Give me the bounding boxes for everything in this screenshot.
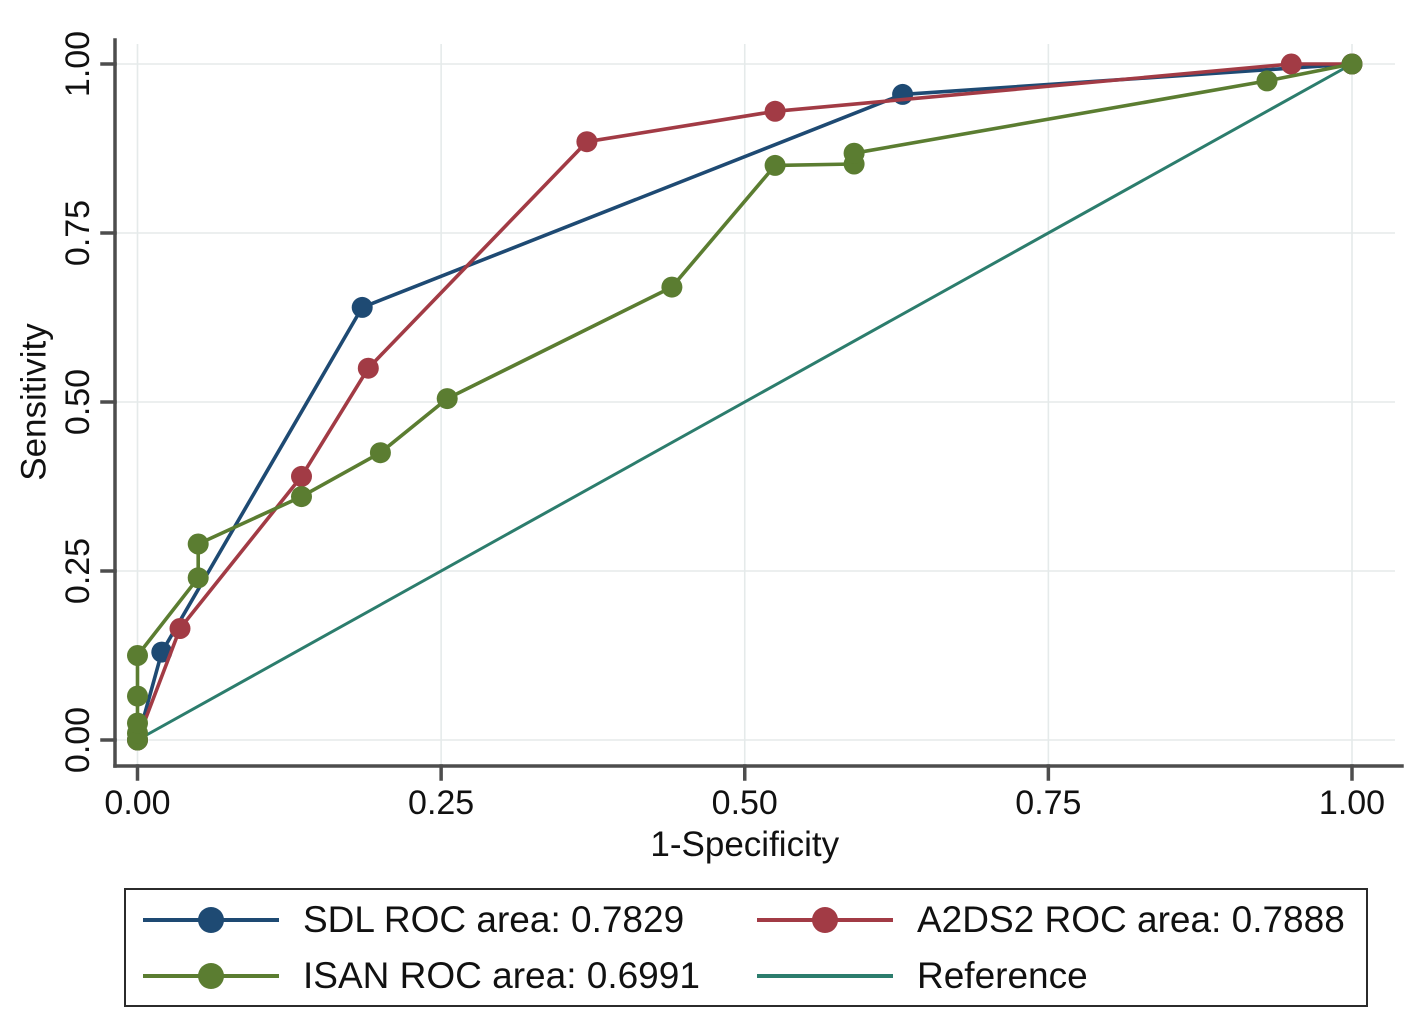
legend-line-sample-a2ds2 — [757, 906, 893, 933]
data-point-a2ds2 — [576, 131, 598, 153]
legend-line-sample-reference — [757, 973, 893, 978]
legend-line-sample-sdl — [143, 906, 279, 933]
y-tick-label: 0.00 — [59, 707, 97, 773]
legend-label-reference: Reference — [917, 955, 1088, 996]
legend-line-sample-isan — [143, 962, 279, 989]
curve-a2ds2 — [135, 62, 1352, 741]
y-tick-label: 1.00 — [59, 31, 97, 97]
data-point-a2ds2 — [291, 465, 312, 487]
data-point-isan — [661, 276, 683, 298]
legend-item-isan: ISAN ROC area: 0.6991 — [143, 953, 757, 999]
data-point-a2ds2 — [764, 100, 786, 122]
legend-item-reference: Reference — [757, 953, 1366, 999]
data-point-isan — [1256, 70, 1278, 92]
x-tick-label: 0.25 — [408, 784, 474, 822]
data-point-a2ds2 — [169, 618, 191, 639]
y-tick-label: 0.50 — [59, 369, 97, 435]
legend-label-sdl: SDL ROC area: 0.7829 — [303, 899, 685, 940]
data-point-isan — [843, 142, 865, 164]
data-point-a2ds2 — [1280, 53, 1302, 75]
data-point-sdl — [151, 641, 173, 663]
tick-labels: 0.00 0.25 0.50 0.75 1.00 0.00 0.25 0.50 0.75 1.00 — [59, 31, 1385, 822]
legend: SDL ROC area: 0.7829 A2DS2 ROC area: 0.7… — [124, 888, 1368, 1007]
legend-label-isan: ISAN ROC area: 0.6991 — [303, 955, 700, 996]
data-point-isan — [764, 154, 786, 176]
roc-plot-area: 0.00 0.25 0.50 0.75 1.00 0.00 0.25 0.50 0.75 1.00… — [15, 31, 1404, 864]
data-point-isan — [1341, 53, 1363, 75]
y-tick-label: 0.75 — [59, 200, 97, 266]
x-axis-title: 1-Specificity — [650, 825, 839, 864]
x-tick-label: 1.00 — [1319, 784, 1385, 822]
data-point-isan — [187, 567, 209, 589]
data-point-isan — [127, 645, 148, 666]
y-tick-label: 0.25 — [59, 538, 97, 604]
legend-item-sdl: SDL ROC area: 0.7829 — [143, 897, 757, 943]
data-point-isan — [127, 712, 148, 734]
gridlines — [115, 44, 1395, 766]
curve-reference — [136, 62, 1353, 742]
x-tick-label: 0.50 — [712, 784, 778, 822]
data-point-a2ds2 — [357, 357, 379, 379]
data-point-isan — [369, 442, 391, 464]
series-reference — [136, 62, 1353, 742]
data-point-isan — [127, 685, 148, 707]
data-point-sdl — [351, 296, 373, 318]
data-point-isan — [187, 533, 209, 555]
y-axis-title: Sensitivity — [15, 323, 54, 481]
legend-item-a2ds2: A2DS2 ROC area: 0.7888 — [757, 897, 1366, 943]
series-isan — [127, 53, 1363, 751]
data-point-isan — [291, 486, 312, 508]
legend-label-a2ds2: A2DS2 ROC area: 0.7888 — [917, 899, 1345, 940]
data-point-isan — [436, 388, 458, 410]
axes — [100, 38, 1404, 781]
x-tick-label: 0.75 — [1015, 784, 1081, 822]
x-tick-label: 0.00 — [104, 784, 170, 822]
